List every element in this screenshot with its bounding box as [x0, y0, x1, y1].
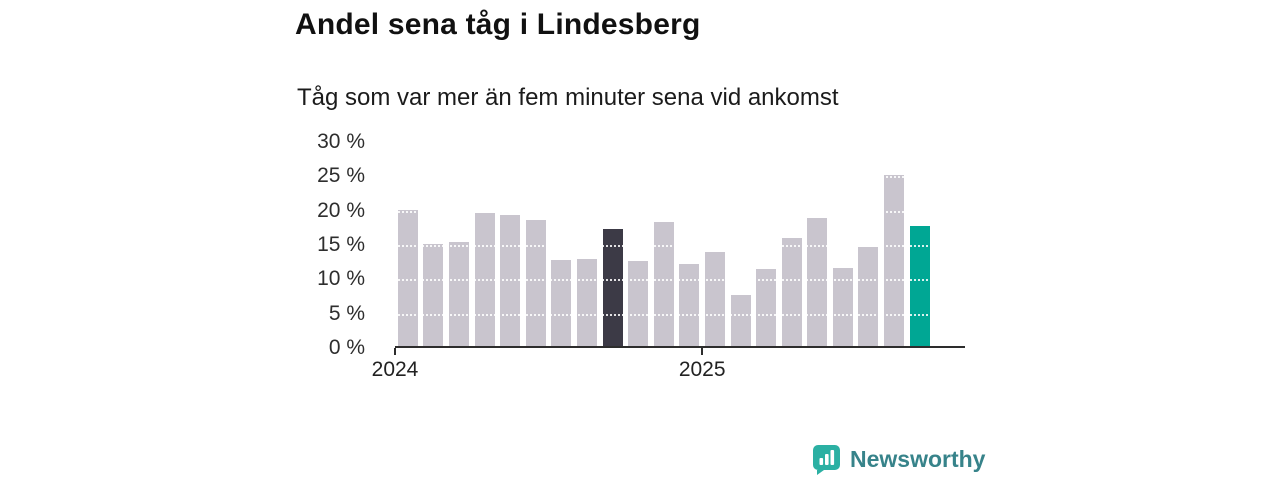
- bar: [500, 215, 521, 348]
- bar: [576, 259, 597, 348]
- bars: [395, 142, 935, 348]
- y-axis-tick-label: 20 %: [317, 198, 365, 222]
- bar: [781, 238, 802, 348]
- y-axis-tick-label: 25 %: [317, 164, 365, 188]
- y-axis-tick-label: 5 %: [328, 301, 365, 325]
- bar: [756, 269, 777, 348]
- chart-subtitle: Tåg som var mer än fem minuter sena vid …: [297, 84, 839, 111]
- plot-area: 2024 2025: [372, 142, 965, 381]
- y-axis-tick-label: 10 %: [317, 267, 365, 291]
- bar: [551, 260, 572, 348]
- bar: [807, 218, 828, 348]
- bar: [858, 247, 879, 348]
- bar: [909, 226, 930, 348]
- y-axis-tick-label: 30 %: [317, 130, 365, 153]
- bar-chart: 30 % 25 % 20 % 15 % 10 % 5 % 0 % 2024 2025: [280, 130, 980, 392]
- bar: [884, 175, 905, 348]
- bar: [397, 210, 418, 348]
- bar: [653, 222, 674, 348]
- bar: [448, 242, 469, 348]
- bar: [628, 261, 649, 348]
- bar: [679, 264, 700, 348]
- newsworthy-logo: Newsworthy: [812, 444, 985, 475]
- bar: [602, 229, 623, 348]
- x-axis-line: [395, 346, 965, 348]
- y-axis-tick-label: 15 %: [317, 233, 365, 256]
- x-axis-tick: [394, 348, 396, 355]
- x-axis-tick-label: 2024: [371, 358, 419, 381]
- bar: [832, 268, 853, 348]
- bar: [525, 220, 546, 348]
- bar: [730, 295, 751, 348]
- y-axis-tick-label: 0 %: [328, 336, 365, 359]
- x-axis-tick-label: 2025: [678, 358, 726, 381]
- newsworthy-wordmark: Newsworthy: [850, 446, 986, 472]
- y-axis-labels: 30 % 25 % 20 % 15 % 10 % 5 % 0 %: [280, 130, 365, 359]
- x-axis-tick: [701, 348, 704, 355]
- bar: [474, 213, 495, 348]
- bar: [704, 252, 725, 348]
- chart-title: Andel sena tåg i Lindesberg: [295, 8, 701, 41]
- bar: [423, 244, 444, 348]
- newsworthy-icon: [812, 444, 841, 475]
